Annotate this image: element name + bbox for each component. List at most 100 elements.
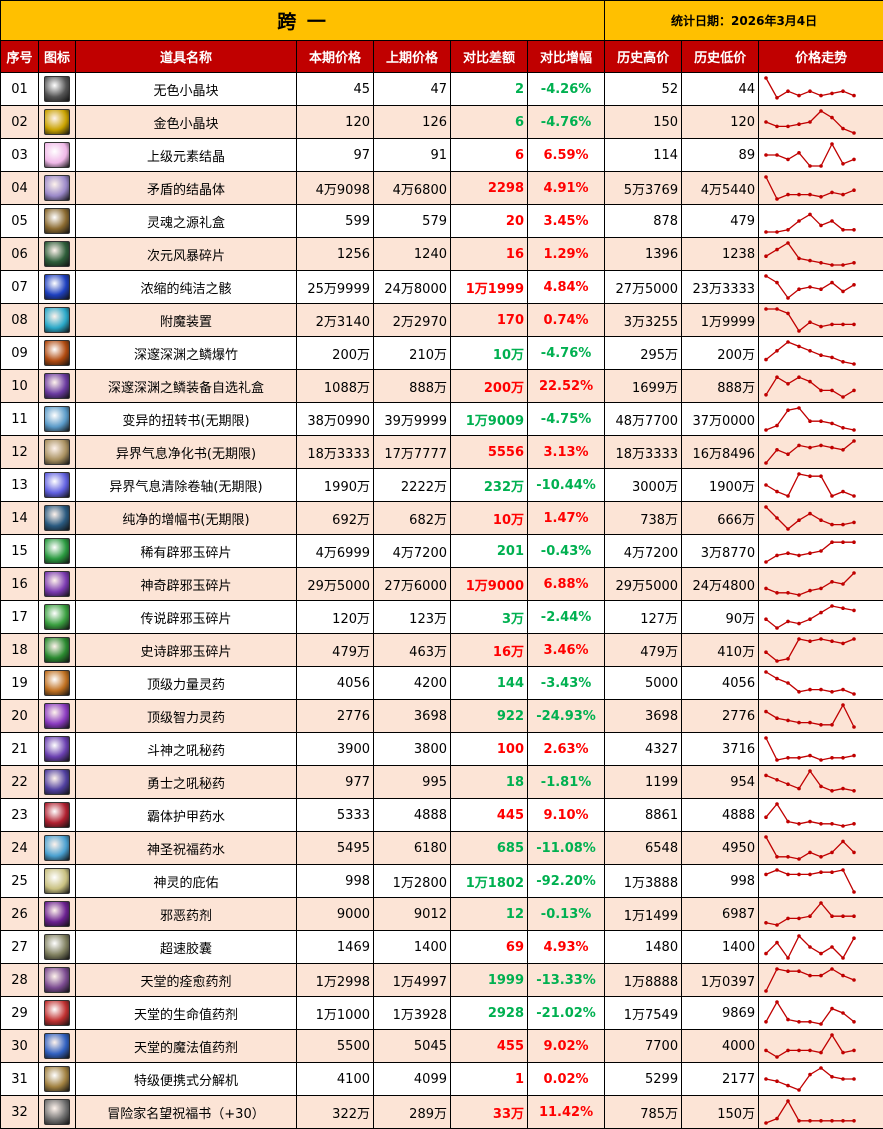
item-name: 次元风暴碎片: [76, 238, 297, 271]
price-diff: 144: [451, 667, 528, 700]
trend-point: [819, 611, 823, 615]
trend-point: [841, 228, 845, 232]
trend-point: [841, 1011, 845, 1015]
column-header-history-low: 历史低价: [682, 41, 759, 73]
row-number: 04: [1, 172, 39, 205]
trend-point: [775, 197, 779, 201]
previous-price: 9012: [374, 898, 451, 931]
current-price: 4万9098: [297, 172, 374, 205]
current-price: 4056: [297, 667, 374, 700]
history-low: 3万8770: [682, 535, 759, 568]
trend-cell: [759, 271, 883, 304]
item-name: 金色小晶块: [76, 106, 297, 139]
price-diff: 69: [451, 931, 528, 964]
trend-point: [797, 1020, 801, 1024]
trend-line: [766, 969, 854, 991]
trend-point: [852, 637, 856, 641]
trend-point: [797, 257, 801, 261]
icon-cell: [39, 205, 76, 238]
trend-point: [852, 1077, 856, 1081]
change-percent: -4.76%: [528, 337, 605, 370]
trend-point: [841, 956, 845, 960]
decomposer-icon: [44, 1066, 70, 1092]
trend-cell: [759, 568, 883, 601]
item-name: 深邃深渊之鳞爆竹: [76, 337, 297, 370]
item-name: 霸体护甲药水: [76, 799, 297, 832]
trend-point: [764, 774, 768, 778]
trend-point: [764, 1049, 768, 1053]
trend-point: [819, 518, 823, 522]
price-trend-sparkline: [759, 700, 883, 732]
item-name: 顶级智力灵药: [76, 700, 297, 733]
trend-point: [819, 474, 823, 478]
trend-line: [766, 1068, 854, 1090]
trend-point: [797, 690, 801, 694]
price-trend-sparkline: [759, 799, 883, 831]
trend-point: [775, 554, 779, 558]
trend-point: [808, 688, 812, 692]
item-name: 顶级力量灵药: [76, 667, 297, 700]
item-name: 传说辟邪玉碎片: [76, 601, 297, 634]
trend-point: [786, 1049, 790, 1053]
trend-cell: [759, 436, 883, 469]
trend-point: [786, 1099, 790, 1103]
price-trend-sparkline: [759, 997, 883, 1029]
change-percent: 6.59%: [528, 139, 605, 172]
trend-line: [766, 78, 854, 98]
trend-cell: [759, 601, 883, 634]
history-high: 6548: [605, 832, 682, 865]
current-price: 4万6999: [297, 535, 374, 568]
change-percent: 4.91%: [528, 172, 605, 205]
current-price: 25万9999: [297, 271, 374, 304]
trend-point: [830, 1007, 834, 1011]
icon-cell: [39, 733, 76, 766]
trend-point: [841, 448, 845, 452]
item-name: 特级便携式分解机: [76, 1063, 297, 1096]
trend-point: [808, 1049, 812, 1053]
icon-cell: [39, 964, 76, 997]
price-diff: 12: [451, 898, 528, 931]
trend-point: [797, 345, 801, 349]
trend-point: [786, 312, 790, 316]
trend-point: [852, 725, 856, 729]
row-number: 03: [1, 139, 39, 172]
current-price: 120万: [297, 601, 374, 634]
trend-point: [808, 164, 812, 168]
trend-point: [819, 389, 823, 393]
trend-cell: [759, 865, 883, 898]
current-price: 4100: [297, 1063, 374, 1096]
trend-point: [830, 1033, 834, 1037]
trend-point: [819, 1022, 823, 1026]
previous-price: 682万: [374, 502, 451, 535]
history-low: 954: [682, 766, 759, 799]
item-name: 稀有辟邪玉碎片: [76, 535, 297, 568]
trend-cell: [759, 73, 883, 106]
trend-point: [841, 395, 845, 399]
trend-point: [797, 721, 801, 725]
trend-point: [797, 969, 801, 973]
trend-point: [797, 917, 801, 921]
trend-point: [852, 936, 856, 940]
trend-point: [819, 419, 823, 423]
row-number: 27: [1, 931, 39, 964]
trend-point: [775, 1079, 779, 1083]
price-trend-sparkline: [759, 436, 883, 468]
trend-point: [841, 323, 845, 327]
trend-point: [786, 681, 790, 685]
item-name: 纯净的增幅书(无期限): [76, 502, 297, 535]
trend-cell: [759, 931, 883, 964]
trend-point: [819, 688, 823, 692]
trend-line: [766, 342, 854, 364]
trend-point: [775, 375, 779, 379]
trend-point: [819, 164, 823, 168]
history-low: 16万8496: [682, 436, 759, 469]
trend-point: [775, 1055, 779, 1059]
